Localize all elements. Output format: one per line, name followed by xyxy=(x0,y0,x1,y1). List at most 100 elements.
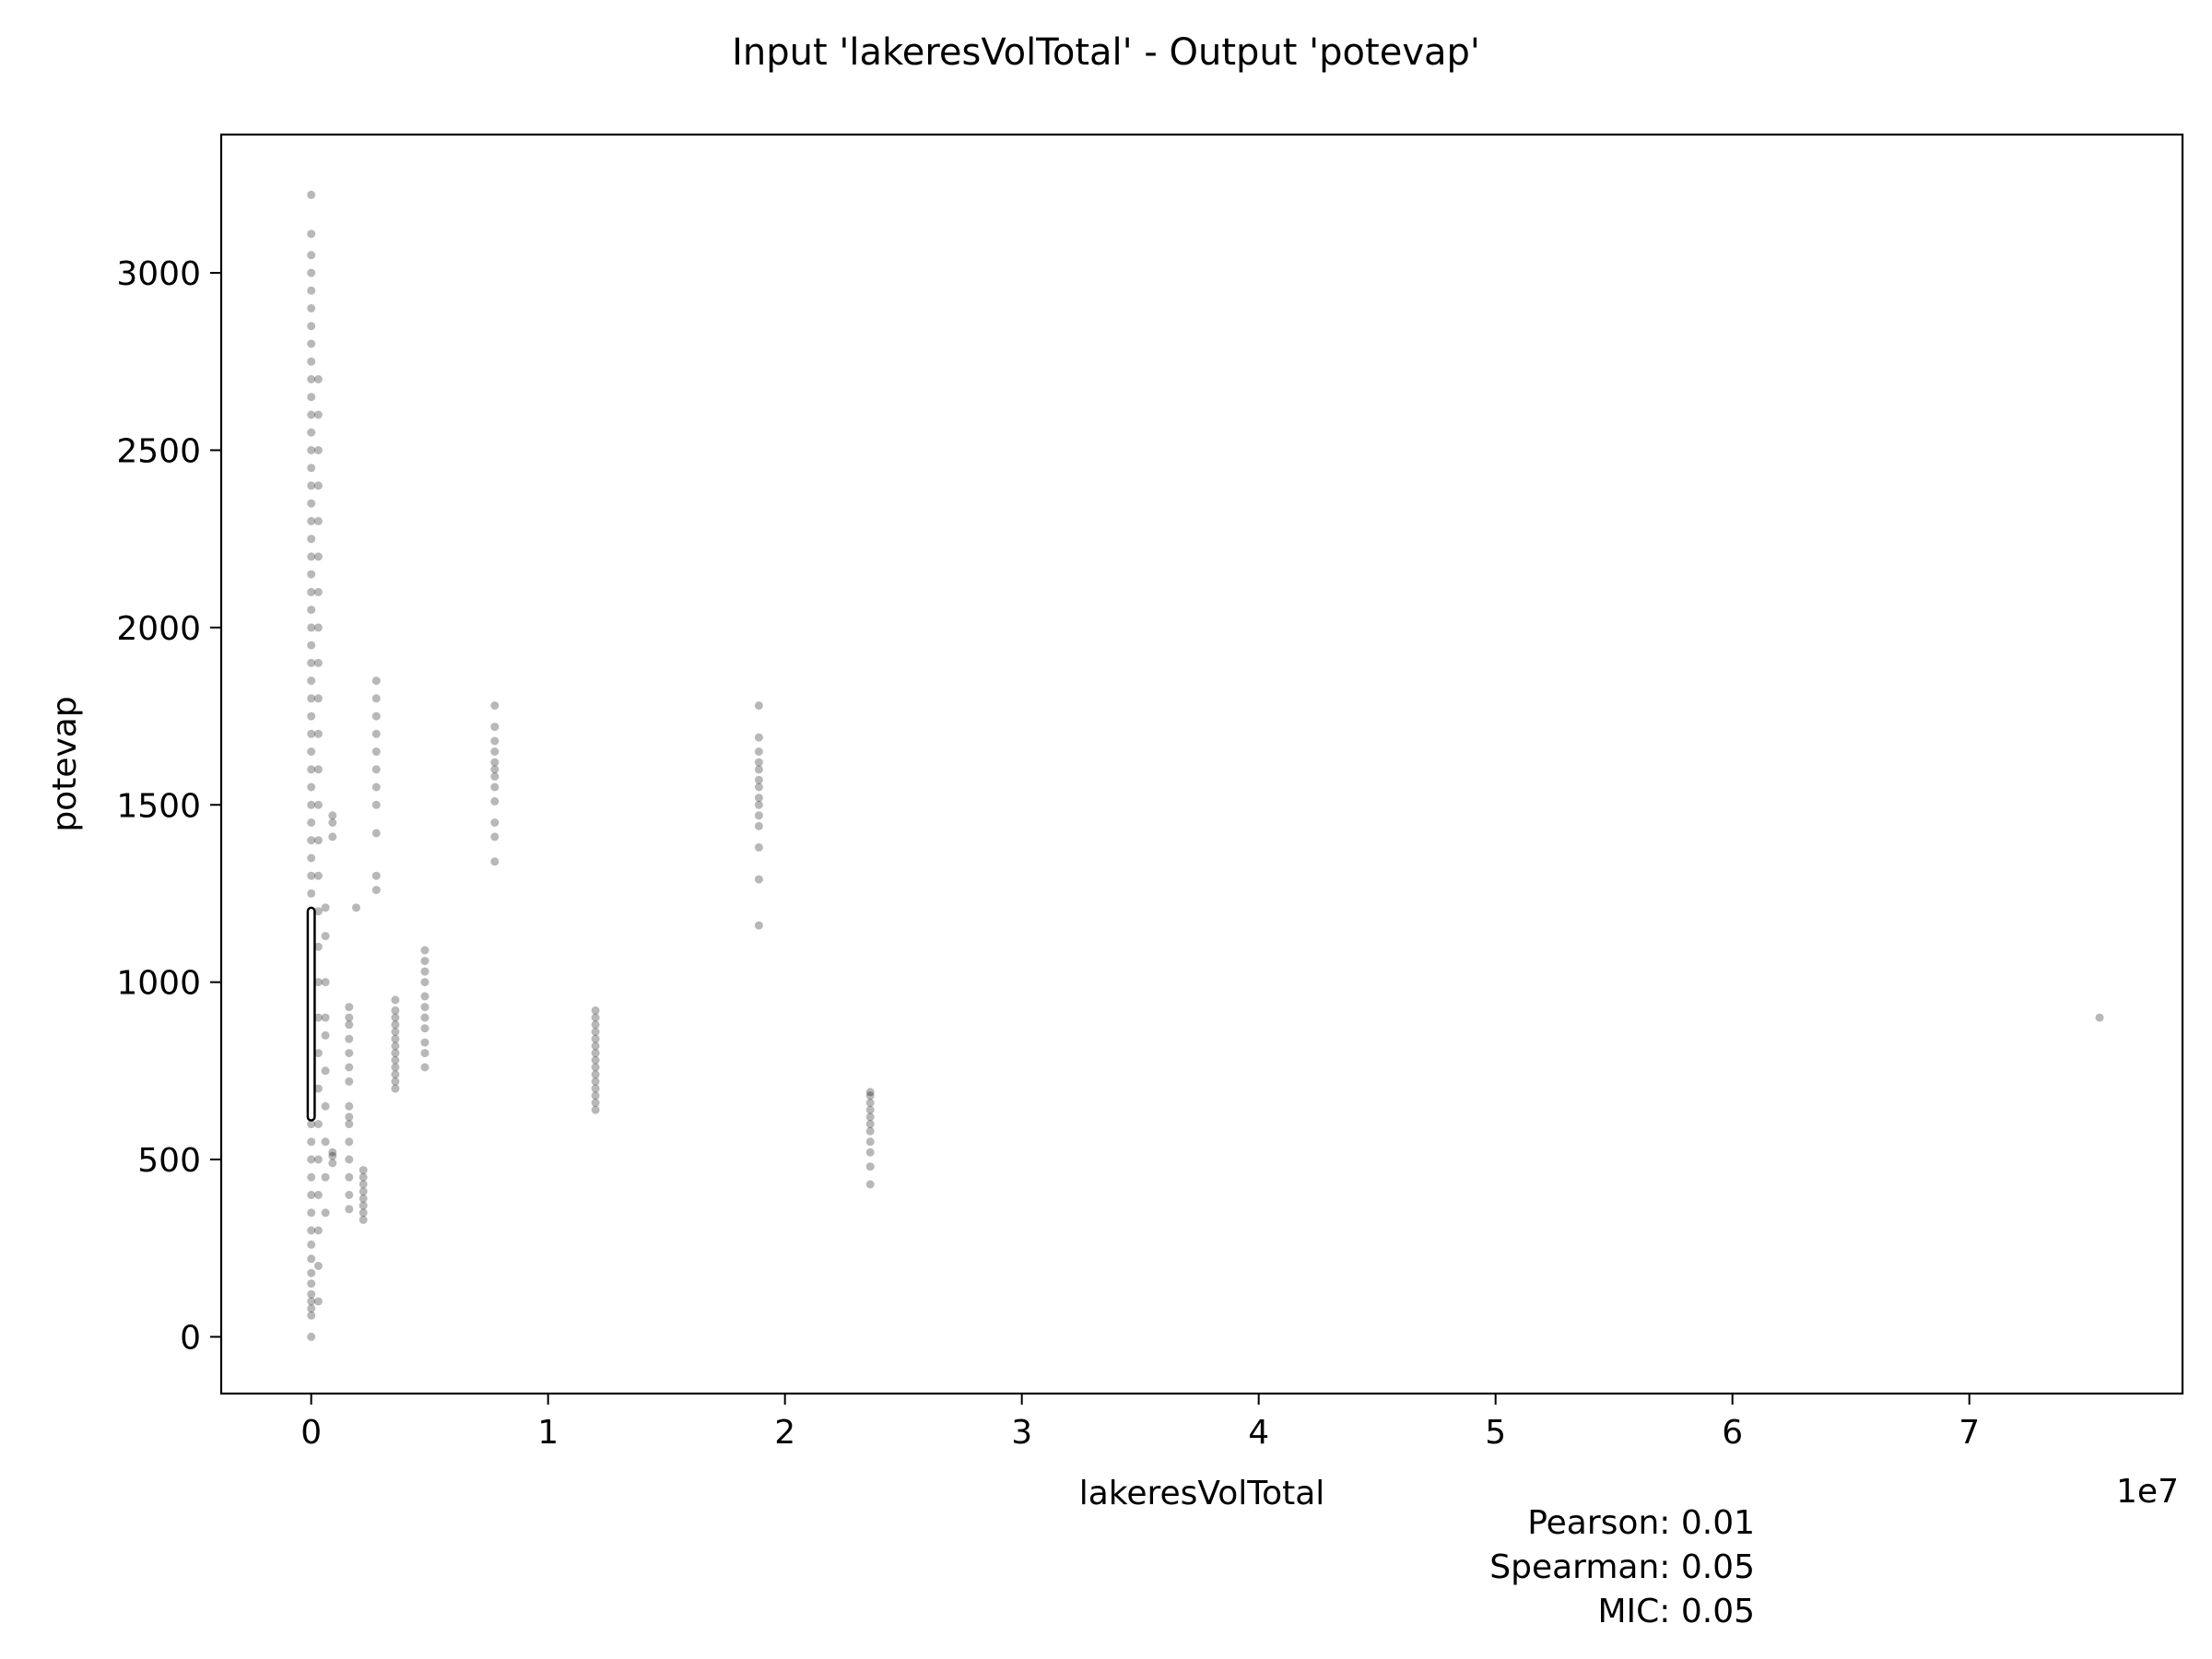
scatter-point xyxy=(328,832,337,841)
scatter-point xyxy=(313,1226,323,1235)
scatter-point xyxy=(345,1063,354,1072)
scatter-point xyxy=(371,782,381,792)
scatter-point xyxy=(420,1013,429,1022)
scatter-point xyxy=(371,747,381,756)
scatter-point xyxy=(321,1030,330,1040)
scatter-point xyxy=(313,516,323,525)
scatter-point xyxy=(391,1034,400,1043)
scatter-point xyxy=(313,552,323,561)
scatter-point xyxy=(345,1020,354,1030)
scatter-point xyxy=(328,1159,337,1168)
stats-pearson: Pearson: 0.01 xyxy=(1527,1504,1755,1542)
y-tick-label: 2000 xyxy=(116,610,201,648)
y-tick-label: 1000 xyxy=(116,965,201,1003)
scatter-point xyxy=(490,747,500,756)
scatter-point xyxy=(313,658,323,667)
scatter-point xyxy=(490,723,500,732)
scatter-point xyxy=(307,1191,316,1199)
scatter-point xyxy=(307,853,316,863)
scatter-point xyxy=(591,1028,600,1036)
scatter-point xyxy=(391,1063,400,1072)
scatter-point xyxy=(307,800,316,809)
scatter-point xyxy=(359,1201,368,1210)
scatter-point xyxy=(307,729,316,738)
scatter-point xyxy=(490,736,500,746)
scatter-point xyxy=(313,375,323,383)
scatter-point xyxy=(328,811,337,820)
scatter-point xyxy=(307,339,316,348)
scatter-point xyxy=(371,712,381,721)
scatter-point xyxy=(754,765,763,774)
scatter-point xyxy=(754,921,763,930)
scatter-point xyxy=(307,393,316,402)
scatter-point xyxy=(371,829,381,838)
scatter-point xyxy=(307,446,316,454)
scatter-point xyxy=(490,782,500,792)
scatter-point xyxy=(307,658,316,667)
scatter-point xyxy=(307,1268,316,1277)
scatter-point xyxy=(345,1003,354,1012)
scatter-point xyxy=(591,1020,600,1030)
scatter-point xyxy=(345,1077,354,1086)
scatter-point xyxy=(307,229,316,239)
scatter-point xyxy=(307,499,316,508)
scatter-point xyxy=(321,932,330,941)
scatter-point xyxy=(313,907,323,916)
scatter-point xyxy=(307,1304,316,1313)
scatter-point xyxy=(307,747,316,756)
scatter-point xyxy=(345,1101,354,1111)
scatter-point xyxy=(307,606,316,615)
scatter-point xyxy=(420,1024,429,1033)
scatter-point xyxy=(307,535,316,544)
scatter-point xyxy=(307,190,316,199)
scatter-point xyxy=(313,765,323,774)
scatter-point xyxy=(490,796,500,806)
scatter-point xyxy=(754,701,763,710)
scatter-point xyxy=(321,1013,330,1022)
scatter-point xyxy=(591,1070,600,1079)
x-tick-label: 3 xyxy=(1011,1414,1032,1452)
scatter-point xyxy=(391,1084,400,1093)
scatter-point xyxy=(591,1099,600,1107)
scatter-point xyxy=(313,942,323,951)
scatter-point xyxy=(328,1147,337,1157)
y-tick-label: 500 xyxy=(137,1142,201,1180)
scatter-point xyxy=(307,357,316,366)
scatter-point xyxy=(307,888,316,898)
x-tick-label: 2 xyxy=(774,1414,795,1452)
scatter-point xyxy=(313,446,323,454)
scatter-point xyxy=(865,1137,875,1147)
scatter-point xyxy=(359,1216,368,1224)
scatter-point xyxy=(313,481,323,490)
scatter-point xyxy=(371,886,381,895)
scatter-point xyxy=(313,587,323,596)
y-axis: 0 500 1000 1500 2000 2500 3000 xyxy=(116,255,221,1357)
scatter-point xyxy=(420,1038,429,1047)
scatter-point xyxy=(307,570,316,579)
scatter-point xyxy=(307,836,316,845)
scatter-point xyxy=(591,1077,600,1086)
scatter-point xyxy=(865,1105,875,1114)
scatter-point xyxy=(420,1063,429,1072)
scatter-point xyxy=(391,1049,400,1058)
scatter-point xyxy=(865,1126,875,1135)
scatter-point xyxy=(313,1297,323,1306)
scatter-point xyxy=(359,1172,368,1182)
x-tick-label: 0 xyxy=(300,1414,322,1452)
scatter-point xyxy=(345,1013,354,1022)
scatter-point xyxy=(371,800,381,809)
scatter-point xyxy=(307,516,316,525)
scatter-point xyxy=(321,1137,330,1147)
scatter-point xyxy=(371,729,381,738)
scatter-point xyxy=(321,1066,330,1076)
scatter-point xyxy=(865,1091,875,1100)
scatter-point xyxy=(307,1254,316,1264)
scatter-point xyxy=(307,268,316,277)
scatter-point xyxy=(391,995,400,1005)
scatter-point xyxy=(352,903,360,912)
scatter-point xyxy=(359,1180,368,1189)
scatter-point xyxy=(307,1208,316,1218)
scatter-point xyxy=(307,1311,316,1320)
scatter-point xyxy=(307,1289,316,1299)
scatter-point xyxy=(371,871,381,880)
